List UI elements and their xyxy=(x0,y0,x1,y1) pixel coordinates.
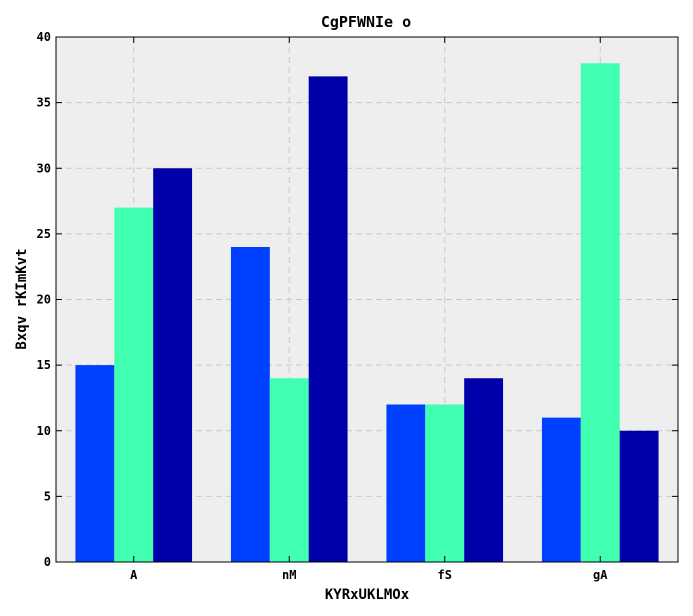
y-tick-label: 25 xyxy=(37,227,51,241)
x-tick-label: fS xyxy=(438,568,452,582)
bars xyxy=(75,63,659,562)
bar-series-1-nM xyxy=(230,247,270,562)
bar-series-1-A xyxy=(75,365,115,562)
tick-marks xyxy=(56,36,678,563)
bar-series-1-fS xyxy=(386,404,426,562)
x-tick-label: gA xyxy=(593,568,608,582)
y-tick-labels: 0 5 10 15 20 25 30 35 40 xyxy=(37,30,51,569)
bar-series-2-fS xyxy=(425,404,465,562)
bar-series-2-nM xyxy=(269,378,309,562)
y-axis-label: Bxqv rKImKvt xyxy=(14,248,30,349)
chart-title: CgPFWNIe o xyxy=(321,13,411,31)
bar-series-3-gA xyxy=(619,430,659,562)
y-tick-label: 40 xyxy=(37,30,51,44)
bar-series-3-A xyxy=(153,168,193,562)
y-tick-label: 20 xyxy=(37,293,51,307)
y-tick-label: 10 xyxy=(37,424,51,438)
y-tick-label: 30 xyxy=(37,161,51,175)
x-tick-label: A xyxy=(130,568,138,582)
bar-series-3-nM xyxy=(308,76,348,562)
x-tick-label: nM xyxy=(282,568,296,582)
y-tick-label: 35 xyxy=(37,96,51,110)
y-tick-label: 0 xyxy=(44,555,51,569)
bar-series-1-gA xyxy=(541,417,581,562)
x-axis-label: KYRxUKLMOx xyxy=(325,587,410,603)
y-tick-label: 15 xyxy=(37,358,51,372)
bar-series-2-A xyxy=(114,207,154,562)
bar-series-3-fS xyxy=(464,378,504,562)
bar-series-2-gA xyxy=(580,63,620,562)
y-tick-label: 5 xyxy=(44,489,51,503)
